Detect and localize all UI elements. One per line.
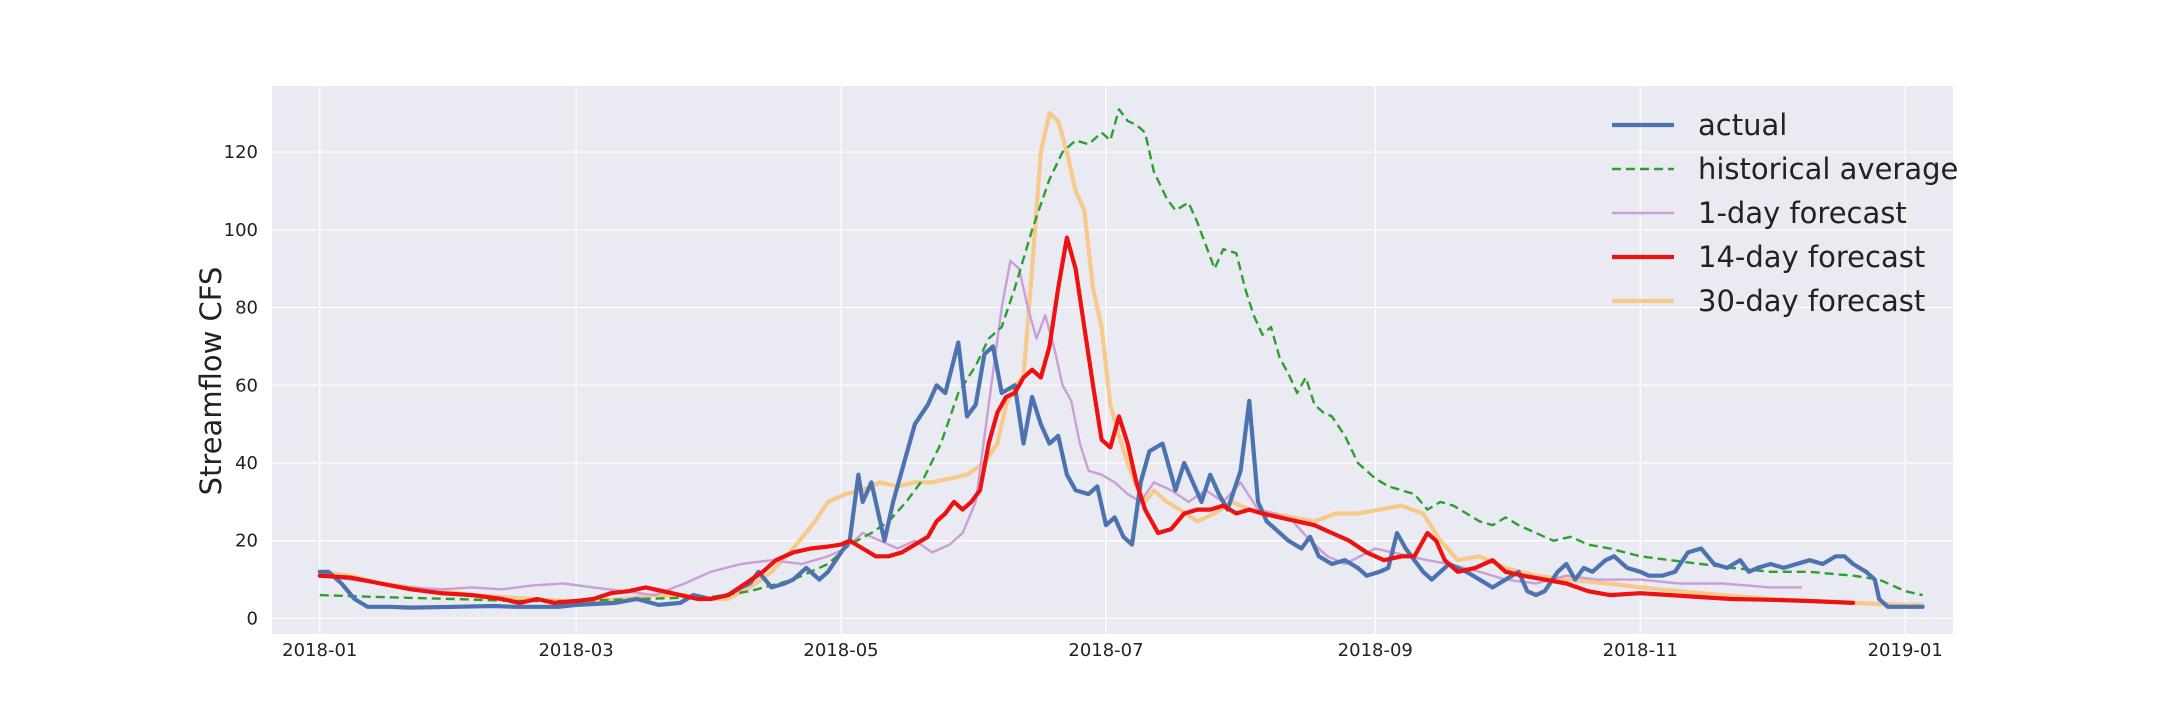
y-axis-label: Streamflow CFS: [194, 267, 228, 496]
y-tick-label: 60: [235, 375, 258, 396]
legend-label: 1-day forecast: [1698, 196, 1907, 230]
y-tick-label: 20: [235, 531, 258, 552]
y-tick-label: 100: [224, 220, 258, 241]
legend: actual historical average 1-day forecast 14…: [1612, 108, 1958, 318]
x-tick-label: 2018-03: [538, 640, 613, 661]
legend-label: 14-day forecast: [1698, 240, 1925, 274]
y-tick-label: 80: [235, 298, 258, 319]
series-line-1-day-forecast: [318, 259, 1803, 597]
legend-label: historical average: [1698, 152, 1958, 186]
series-layer: [317, 108, 1925, 610]
x-tick-label: 2018-05: [803, 640, 878, 661]
legend-label: 30-day forecast: [1698, 284, 1925, 318]
x-axis: 2018-01 2018-03 2018-05 2018-07 2018-09 2018-…: [282, 640, 1943, 661]
series-line-actual: [317, 340, 1925, 610]
series-line-historical-average: [319, 108, 1923, 603]
series-line-14-day-forecast: [317, 235, 1856, 605]
x-tick-label: 2018-11: [1603, 640, 1678, 661]
x-tick-label: 2019-01: [1868, 640, 1943, 661]
y-axis: 0 20 40 60 80 100 120: [224, 142, 258, 629]
plot-area: [272, 86, 1953, 634]
x-tick-label: 2018-07: [1068, 640, 1143, 661]
y-tick-label: 40: [235, 453, 258, 474]
x-tick-label: 2018-01: [282, 640, 357, 661]
y-tick-label: 0: [247, 608, 258, 629]
x-tick-label: 2018-09: [1338, 640, 1413, 661]
legend-label: actual: [1698, 108, 1787, 142]
y-tick-label: 120: [224, 142, 258, 163]
